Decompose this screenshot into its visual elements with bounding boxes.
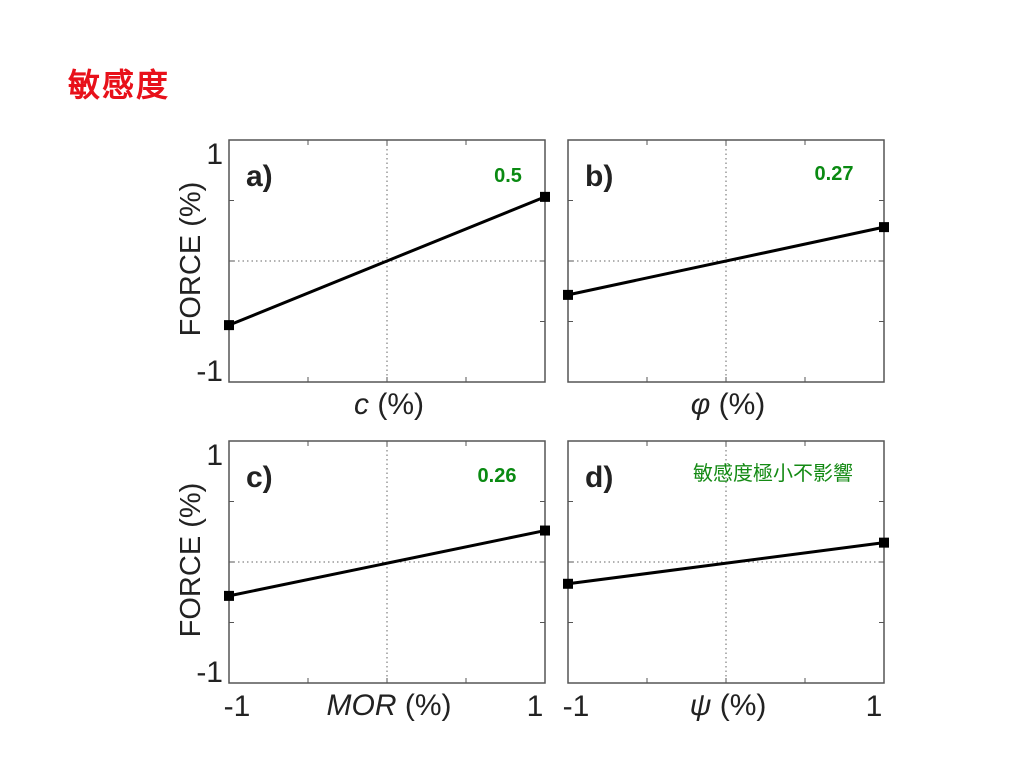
x-axis-label: ψ (%) [690,689,767,722]
data-point [224,590,234,601]
y-tick-label: 1 [206,138,223,171]
x-axis-variable: φ [691,388,719,421]
x-axis-unit: (%) [720,689,767,722]
data-point [540,525,550,536]
sensitivity-annotation: 敏感度極小不影響 [693,461,853,485]
series-line [567,541,885,586]
x-tick-label: 1 [527,690,544,723]
data-point [540,191,550,202]
x-axis-variable: ψ [690,689,720,722]
panel-b: b) 0.27 φ (%) [563,139,889,421]
y-tick-label: -1 [196,355,223,388]
data-point [224,320,234,331]
sensitivity-coefficient: 0.5 [494,165,522,187]
x-tick-label: 1 [866,690,883,723]
x-axis-unit: (%) [377,388,424,421]
x-axis-label: c (%) [354,388,424,421]
sensitivity-coefficient: 0.26 [478,465,517,487]
panel-label: a) [246,160,273,193]
sensitivity-coefficient: 0.27 [815,163,854,185]
x-tick-label: -1 [224,690,251,723]
x-axis-variable: MOR [327,689,405,722]
series-line [228,529,546,598]
panel-label: d) [585,461,613,494]
y-axis-label: FORCE (%) [175,483,207,638]
panel-d: d) -1 1 ψ (%) [563,440,889,723]
slide-title: 敏感度 [68,66,171,104]
y-axis-label: FORCE (%) [175,182,207,337]
panel-c: c) 0.26 1 -1 FORCE (%) -1 1 MOR (%) [175,439,550,723]
x-axis-unit: (%) [405,689,452,722]
x-tick-label: -1 [563,690,590,723]
series-line [228,195,546,327]
series-line [567,225,885,297]
data-point [563,289,573,300]
x-axis-label: φ (%) [691,388,766,421]
y-tick-label: -1 [196,656,223,689]
y-tick-label: 1 [206,439,223,472]
panel-a: a) 0.5 1 -1 FORCE (%) c (%) [175,138,550,421]
data-point [879,537,889,548]
x-axis-label: MOR (%) [327,689,452,722]
panel-label: c) [246,461,273,494]
panel-label: b) [585,160,613,193]
data-point [563,578,573,589]
x-axis-variable: c [354,388,377,421]
x-axis-unit: (%) [719,388,766,421]
data-point [879,222,889,233]
